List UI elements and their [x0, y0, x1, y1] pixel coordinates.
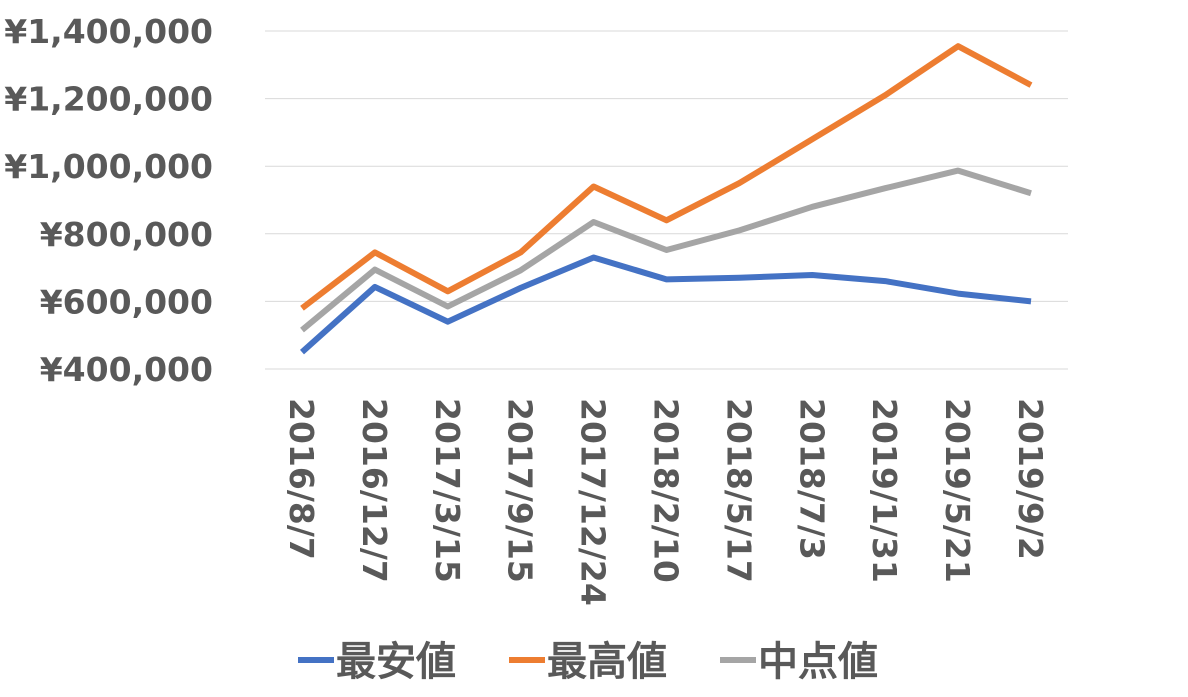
x-tick-label: 2018/5/17 — [719, 398, 758, 583]
x-tick-label: 2018/2/10 — [647, 398, 686, 583]
x-tick-label: 2017/9/15 — [501, 398, 540, 583]
series-line-2 — [300, 167, 1032, 333]
x-tick-label: 2019/9/2 — [1011, 398, 1050, 560]
x-tick-label: 2019/5/21 — [938, 398, 977, 583]
x-tick-label: 2016/12/7 — [355, 398, 394, 583]
y-tick-label: ¥800,000 — [40, 215, 213, 254]
legend-label: 最安値 — [336, 639, 456, 685]
y-tick-label: ¥1,400,000 — [4, 12, 213, 51]
y-axis-tick-labels: ¥400,000 ¥600,000 ¥800,000 ¥1,000,000 ¥1,200… — [4, 12, 213, 389]
x-tick-label: 2016/8/7 — [282, 398, 321, 560]
series-line-0 — [300, 254, 1032, 355]
y-tick-label: ¥600,000 — [40, 282, 213, 321]
x-tick-label: 2019/1/31 — [865, 398, 904, 583]
legend-label: 中点値 — [758, 639, 878, 685]
series-line-1 — [300, 43, 1033, 311]
x-tick-label: 2018/7/3 — [792, 398, 831, 560]
gridlines — [265, 30, 1068, 370]
x-tick-label: 2017/12/24 — [574, 398, 613, 606]
y-tick-label: ¥1,000,000 — [4, 147, 213, 186]
legend: 最安値 最高値 中点値 — [298, 639, 878, 685]
x-tick-label: 2017/3/15 — [428, 398, 467, 583]
y-tick-label: ¥400,000 — [40, 350, 213, 389]
legend-label: 最高値 — [547, 639, 667, 685]
y-tick-label: ¥1,200,000 — [4, 80, 213, 119]
series-lines — [300, 43, 1033, 355]
x-axis-tick-labels: 2016/8/7 2016/12/7 2017/3/15 2017/9/15 2017/… — [282, 398, 1050, 606]
